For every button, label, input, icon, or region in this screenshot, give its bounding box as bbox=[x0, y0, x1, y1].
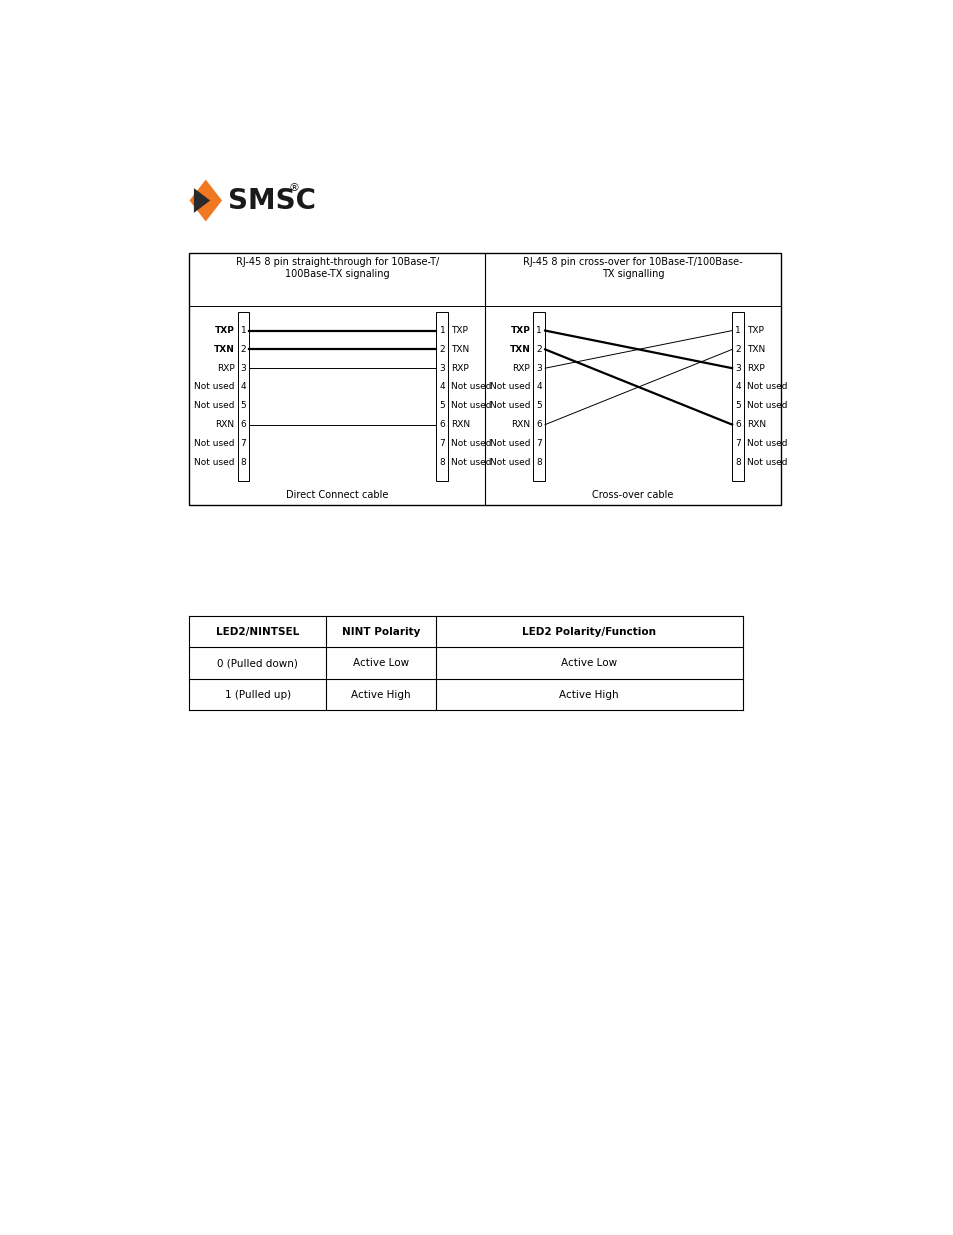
Polygon shape bbox=[190, 179, 222, 221]
Text: Not used: Not used bbox=[489, 438, 530, 448]
Text: Active High: Active High bbox=[558, 689, 618, 699]
Text: TXP: TXP bbox=[451, 326, 468, 335]
Text: RJ-45 8 pin straight-through for 10Base-T/
100Base-TX signaling: RJ-45 8 pin straight-through for 10Base-… bbox=[235, 257, 438, 279]
Text: 1: 1 bbox=[735, 326, 740, 335]
Text: 3: 3 bbox=[439, 363, 445, 373]
Text: 2: 2 bbox=[735, 345, 740, 354]
Text: 6: 6 bbox=[439, 420, 445, 429]
Text: Not used: Not used bbox=[489, 458, 530, 467]
Text: 7: 7 bbox=[735, 438, 740, 448]
Text: 5: 5 bbox=[439, 401, 445, 410]
Text: RXP: RXP bbox=[746, 363, 764, 373]
Text: 2: 2 bbox=[240, 345, 246, 354]
Text: Direct Connect cable: Direct Connect cable bbox=[286, 490, 388, 500]
Text: 1 (Pulled up): 1 (Pulled up) bbox=[225, 689, 291, 699]
Text: RXN: RXN bbox=[451, 420, 470, 429]
Text: RXP: RXP bbox=[216, 363, 234, 373]
Text: NINT Polarity: NINT Polarity bbox=[341, 626, 419, 637]
Text: Cross-over cable: Cross-over cable bbox=[592, 490, 673, 500]
Text: 4: 4 bbox=[735, 383, 740, 391]
Text: TXP: TXP bbox=[214, 326, 234, 335]
Text: 1: 1 bbox=[240, 326, 246, 335]
Text: 5: 5 bbox=[240, 401, 246, 410]
Text: 5: 5 bbox=[735, 401, 740, 410]
Text: 2: 2 bbox=[439, 345, 445, 354]
Text: 1: 1 bbox=[536, 326, 541, 335]
Text: RXN: RXN bbox=[215, 420, 234, 429]
Text: 3: 3 bbox=[735, 363, 740, 373]
Text: Not used: Not used bbox=[193, 383, 234, 391]
Text: TXN: TXN bbox=[509, 345, 530, 354]
Text: RJ-45 8 pin cross-over for 10Base-T/100Base-
TX signalling: RJ-45 8 pin cross-over for 10Base-T/100B… bbox=[523, 257, 742, 279]
Text: RXN: RXN bbox=[746, 420, 765, 429]
Text: 4: 4 bbox=[439, 383, 445, 391]
Text: ®: ® bbox=[288, 183, 299, 193]
Text: 4: 4 bbox=[240, 383, 246, 391]
Text: 1: 1 bbox=[439, 326, 445, 335]
Text: 7: 7 bbox=[240, 438, 246, 448]
Text: 8: 8 bbox=[439, 458, 445, 467]
Text: Not used: Not used bbox=[451, 438, 491, 448]
Bar bbox=[190, 253, 781, 505]
Text: 6: 6 bbox=[735, 420, 740, 429]
Text: Not used: Not used bbox=[489, 383, 530, 391]
Text: Not used: Not used bbox=[489, 401, 530, 410]
Text: TXP: TXP bbox=[510, 326, 530, 335]
Text: TXP: TXP bbox=[746, 326, 763, 335]
Text: Not used: Not used bbox=[746, 458, 786, 467]
Text: 6: 6 bbox=[536, 420, 541, 429]
Text: 3: 3 bbox=[240, 363, 246, 373]
Text: 0 (Pulled down): 0 (Pulled down) bbox=[217, 658, 298, 668]
Text: Not used: Not used bbox=[451, 401, 491, 410]
Text: Not used: Not used bbox=[193, 401, 234, 410]
Text: 8: 8 bbox=[735, 458, 740, 467]
Text: Not used: Not used bbox=[746, 383, 786, 391]
Text: TXN: TXN bbox=[746, 345, 764, 354]
Bar bbox=[436, 311, 448, 482]
Text: TXN: TXN bbox=[451, 345, 469, 354]
Text: 4: 4 bbox=[536, 383, 541, 391]
Text: Not used: Not used bbox=[451, 383, 491, 391]
Bar bbox=[731, 311, 743, 482]
Text: 8: 8 bbox=[240, 458, 246, 467]
Text: 2: 2 bbox=[536, 345, 541, 354]
Text: Active High: Active High bbox=[351, 689, 411, 699]
Bar bbox=[533, 311, 544, 482]
Text: Not used: Not used bbox=[746, 401, 786, 410]
Text: 7: 7 bbox=[439, 438, 445, 448]
Text: Not used: Not used bbox=[451, 458, 491, 467]
Text: LED2 Polarity/Function: LED2 Polarity/Function bbox=[521, 626, 656, 637]
Text: Active Low: Active Low bbox=[560, 658, 617, 668]
Text: Active Low: Active Low bbox=[353, 658, 409, 668]
Polygon shape bbox=[193, 188, 210, 212]
Text: RXN: RXN bbox=[511, 420, 530, 429]
Bar bbox=[237, 311, 249, 482]
Text: RXP: RXP bbox=[512, 363, 530, 373]
Text: 7: 7 bbox=[536, 438, 541, 448]
Text: Not used: Not used bbox=[193, 458, 234, 467]
Text: Not used: Not used bbox=[746, 438, 786, 448]
Text: TXN: TXN bbox=[213, 345, 234, 354]
Text: 5: 5 bbox=[536, 401, 541, 410]
Text: 3: 3 bbox=[536, 363, 541, 373]
Text: SMSC: SMSC bbox=[228, 186, 315, 215]
Text: LED2/NINTSEL: LED2/NINTSEL bbox=[216, 626, 299, 637]
Text: RXP: RXP bbox=[451, 363, 469, 373]
Text: 8: 8 bbox=[536, 458, 541, 467]
Text: Not used: Not used bbox=[193, 438, 234, 448]
Text: 6: 6 bbox=[240, 420, 246, 429]
